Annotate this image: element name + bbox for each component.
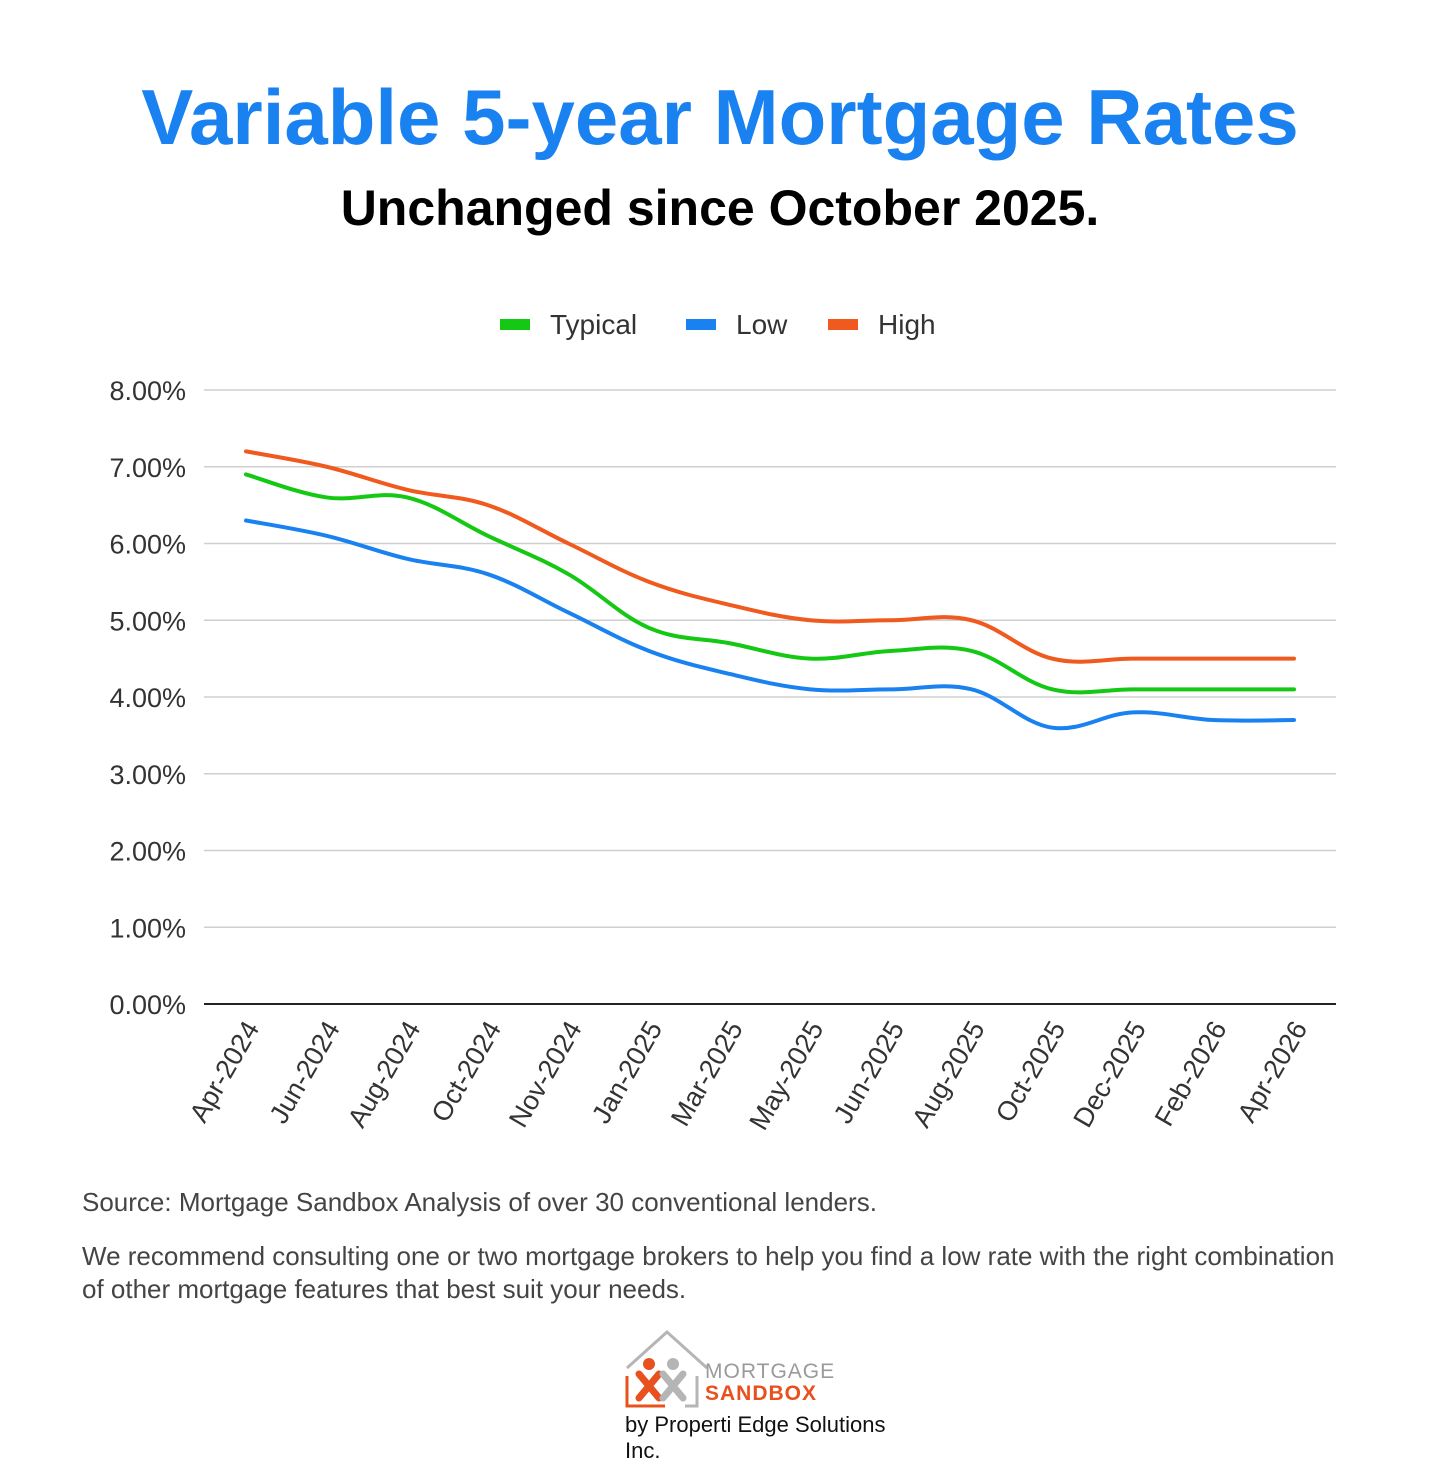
legend-swatch-typical [500, 319, 530, 330]
house-logo-icon [625, 1329, 709, 1408]
x-tick-label: Dec-2025 [1067, 1016, 1152, 1132]
chart-subtitle: Unchanged since October 2025. [340, 180, 1100, 236]
legend-label-high: High [878, 309, 936, 340]
legend-swatch-high [828, 319, 858, 330]
series-line-typical [244, 472, 1296, 695]
x-tick-label: May-2025 [743, 1016, 829, 1135]
mortgage-sandbox-logo: MORTGAGE SANDBOX by Properti Edge Soluti… [615, 1326, 925, 1463]
x-tick-label: Jan-2025 [586, 1016, 668, 1129]
x-tick-label: Mar-2025 [665, 1016, 749, 1131]
legend-label-typical: Typical [550, 309, 637, 340]
y-axis-tick-labels: 0.00% 1.00% 2.00% 3.00% 4.00% 5.00% 6.00% 7.00%… [109, 376, 186, 1020]
source-note: Source: Mortgage Sandbox Analysis of ove… [82, 1187, 877, 1217]
x-tick-label: Jun-2024 [264, 1016, 346, 1129]
x-tick-label: Aug-2025 [906, 1016, 991, 1132]
chart-legend: Typical Low High [500, 309, 936, 340]
logo-text-mortgage: MORTGAGE [705, 1360, 836, 1383]
y-tick-label: 1.00% [109, 913, 186, 943]
x-tick-label: Jun-2025 [828, 1016, 910, 1129]
logo-byline: by Properti Edge Solutions Inc. [625, 1412, 886, 1463]
x-tick-label: Feb-2026 [1149, 1016, 1233, 1131]
x-tick-label: Apr-2024 [184, 1016, 266, 1127]
recommendation-note: We recommend consulting one or two mortg… [82, 1241, 1335, 1304]
x-tick-label: Apr-2026 [1232, 1016, 1314, 1127]
y-tick-label: 8.00% [109, 376, 186, 406]
y-tick-label: 7.00% [109, 453, 186, 483]
series-line-high [244, 449, 1296, 664]
y-tick-label: 5.00% [109, 606, 186, 636]
x-tick-label: Oct-2024 [426, 1016, 508, 1127]
y-tick-label: 4.00% [109, 683, 186, 713]
chart-title: Variable 5-year Mortgage Rates [141, 73, 1299, 161]
x-tick-label: Aug-2024 [342, 1016, 427, 1132]
y-tick-label: 2.00% [109, 837, 186, 867]
line-chart: Typical Low High 0.00% 1.00% 2.00% 3.00% 4.00%… [109, 309, 1336, 1135]
y-tick-label: 6.00% [109, 530, 186, 560]
legend-label-low: Low [736, 309, 788, 340]
chart-series-lines [244, 449, 1296, 731]
series-line-low [244, 518, 1296, 731]
y-tick-label: 3.00% [109, 760, 186, 790]
legend-swatch-low [686, 319, 716, 330]
x-tick-label: Nov-2024 [503, 1016, 588, 1132]
chart-gridlines [204, 389, 1336, 1005]
y-tick-label: 0.00% [109, 990, 186, 1020]
x-tick-label: Oct-2025 [990, 1016, 1072, 1127]
logo-text-sandbox: SANDBOX [705, 1382, 818, 1405]
